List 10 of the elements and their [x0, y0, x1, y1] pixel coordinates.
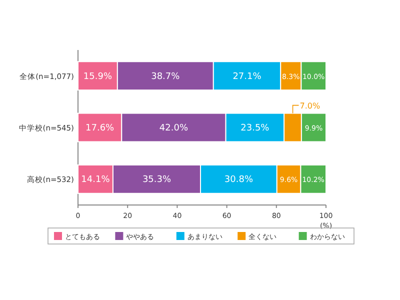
data-label: 42.0% — [159, 124, 188, 134]
data-label: 38.7% — [151, 72, 180, 82]
data-label: 17.6% — [86, 124, 115, 134]
data-label: 35.3% — [142, 175, 172, 186]
data-label: 14.1% — [81, 175, 110, 186]
data-label: 15.9% — [83, 72, 112, 82]
data-label: 7.0% — [300, 101, 320, 110]
data-label: 23.5% — [240, 124, 270, 134]
data-label: 27.1% — [232, 72, 262, 82]
data-label: 30.8% — [224, 175, 254, 186]
